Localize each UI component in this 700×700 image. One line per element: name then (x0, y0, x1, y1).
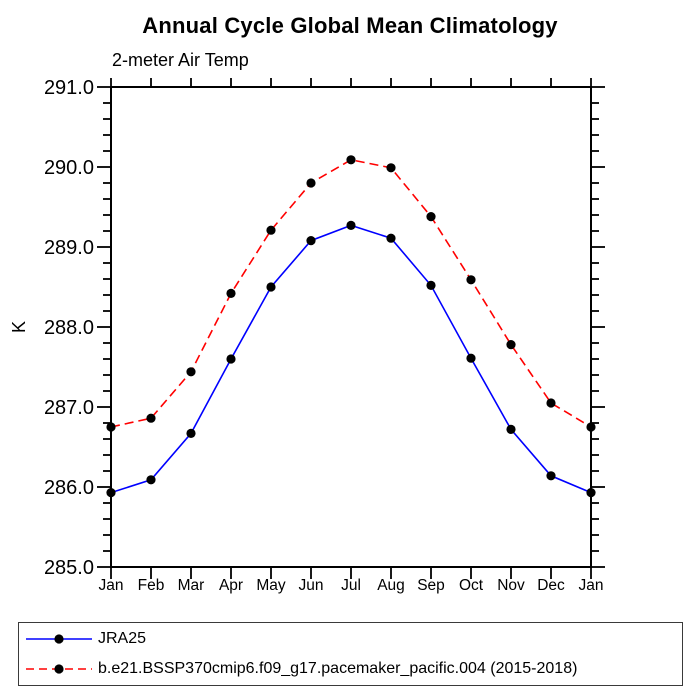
y-tick-label: 286.0 (44, 477, 94, 499)
series-line-1 (110, 158, 592, 428)
data-point-marker (586, 422, 596, 432)
data-point-marker (106, 422, 116, 432)
x-tick-label: Apr (219, 577, 243, 594)
y-tick-label: 285.0 (44, 557, 94, 579)
data-point-marker (506, 340, 516, 350)
legend-label-jra25: JRA25 (98, 629, 147, 647)
data-point-marker (346, 155, 356, 165)
x-tick-label: Oct (459, 577, 484, 594)
data-point-marker (266, 282, 276, 292)
legend-line-sample-dashed (26, 664, 92, 674)
data-point-marker (106, 488, 116, 498)
data-point-marker (266, 225, 276, 235)
chart-subtitle: 2-meter Air Temp (112, 50, 249, 70)
y-tick-label: 290.0 (44, 157, 94, 179)
x-tick-label: Feb (138, 577, 165, 594)
data-point-marker (466, 353, 476, 363)
data-point-marker (466, 275, 476, 285)
data-point-marker (226, 354, 236, 364)
x-tick-label: Jan (579, 577, 604, 594)
series-line-0 (110, 224, 592, 494)
legend-box: JRA25 b.e21.BSSP370cmip6.f09_g17.pacemak… (18, 622, 683, 686)
data-point-marker (146, 475, 156, 485)
legend-row-jra25: JRA25 (19, 624, 682, 653)
x-tick-label: Jan (99, 577, 124, 594)
data-point-marker (226, 288, 236, 298)
x-tick-label: Sep (417, 577, 445, 594)
y-tick-label: 291.0 (44, 77, 94, 99)
data-point-marker (386, 163, 396, 173)
y-tick-label: 289.0 (44, 237, 94, 259)
y-tick-label: 287.0 (44, 397, 94, 419)
data-point-marker (146, 413, 156, 423)
x-tick-label: Dec (537, 577, 565, 594)
data-point-marker (186, 367, 196, 377)
data-point-marker (506, 424, 516, 434)
data-point-marker (386, 233, 396, 243)
x-tick-label: Nov (497, 577, 525, 594)
x-tick-label: Mar (178, 577, 205, 594)
data-point-marker (546, 398, 556, 408)
data-point-marker (346, 220, 356, 230)
data-point-marker (586, 488, 596, 498)
data-point-marker (426, 280, 436, 290)
legend-line-sample-solid (26, 634, 92, 644)
chart-title: Annual Cycle Global Mean Climatology (142, 13, 558, 38)
data-point-marker (306, 236, 316, 246)
x-tick-label: Jul (341, 577, 361, 594)
data-point-marker (426, 212, 436, 222)
y-tick-label: 288.0 (44, 317, 94, 339)
x-tick-label: Jun (299, 577, 324, 594)
legend-row-model: b.e21.BSSP370cmip6.f09_g17.pacemaker_pac… (19, 655, 682, 684)
legend-label-model: b.e21.BSSP370cmip6.f09_g17.pacemaker_pac… (98, 660, 578, 678)
x-tick-label: May (256, 577, 286, 594)
data-point-marker (546, 471, 556, 481)
x-tick-label: Aug (377, 577, 405, 594)
data-point-marker (186, 428, 196, 438)
data-point-marker (306, 178, 316, 188)
